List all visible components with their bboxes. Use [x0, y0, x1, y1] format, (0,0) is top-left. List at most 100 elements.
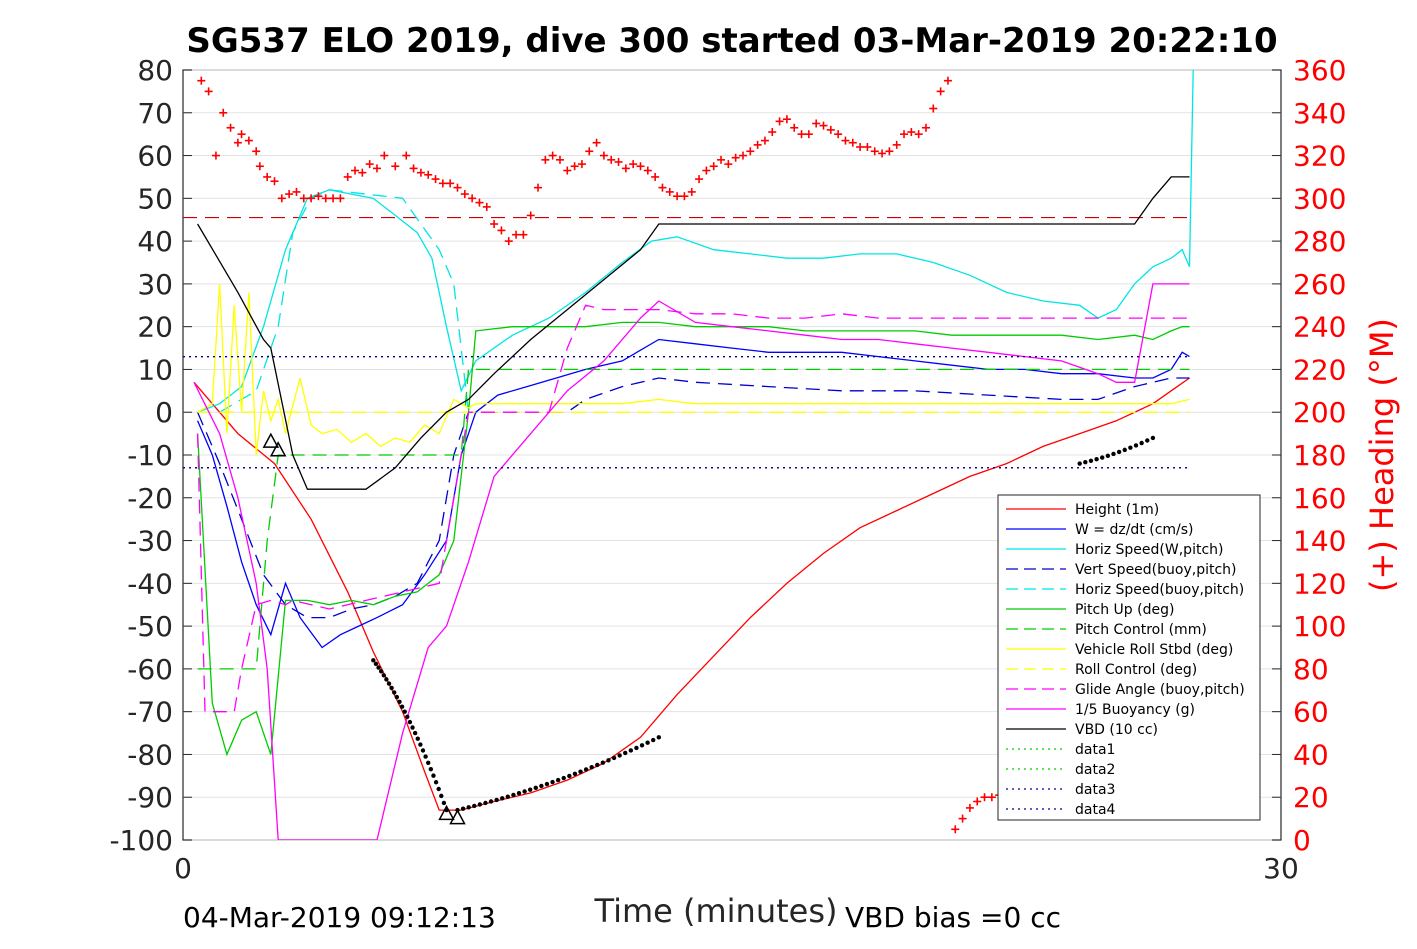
heading-plus-marker	[709, 162, 718, 171]
depth-sample-dot	[651, 737, 656, 743]
left-tick-label: 80	[137, 54, 173, 87]
legend-label: Horiz Speed(W,pitch)	[1075, 542, 1223, 558]
depth-sample-dot	[1094, 457, 1099, 462]
heading-plus-marker	[563, 166, 572, 175]
heading-plus-marker	[263, 172, 272, 181]
depth-sample-dot	[561, 775, 566, 781]
legend-item-data3: data3	[1006, 782, 1115, 798]
left-axis-ticks: 80 70 60 50 40 30 20 10 0 -10 -20 -30 -40 -50 -60 -70 -8…	[109, 54, 192, 857]
left-tick-label: 20	[137, 311, 173, 344]
heading-plus-marker	[680, 192, 689, 201]
heading-plus-marker	[585, 147, 594, 156]
right-tick-label: 100	[1293, 610, 1346, 643]
heading-plus-marker	[252, 147, 261, 156]
legend-item-data4: data4	[1006, 802, 1116, 818]
depth-sample-dot	[623, 750, 628, 756]
heading-plus-marker	[929, 104, 938, 113]
left-tick-label: -80	[127, 738, 173, 771]
heading-plus-marker	[717, 155, 726, 164]
depth-sample-dot	[589, 765, 594, 770]
heading-plus-marker	[475, 198, 484, 207]
heading-plus-marker	[468, 194, 477, 203]
depth-sample-dot	[578, 769, 583, 774]
series-pitch-control-mm	[197, 368, 1190, 670]
heading-plus-marker	[438, 179, 447, 188]
depth-sample-dot	[1122, 447, 1127, 453]
heading-plus-marker	[724, 160, 733, 169]
heading-plus-marker	[380, 151, 389, 160]
heading-plus-marker	[453, 183, 462, 192]
depth-sample-dot	[389, 685, 394, 691]
x-tick-label: 30	[1263, 852, 1299, 885]
legend-label: data2	[1075, 762, 1115, 778]
heading-plus-marker	[599, 151, 608, 160]
right-tick-label: 340	[1293, 97, 1346, 130]
series-vbd-10-cc	[197, 176, 1190, 490]
left-tick-label: -100	[109, 824, 173, 857]
legend-label: Height (1m)	[1075, 502, 1159, 518]
heading-plus-marker	[211, 151, 220, 160]
heading-plus-marker	[965, 803, 974, 812]
depth-sample-dot	[1145, 438, 1150, 443]
left-tick-label: -70	[127, 696, 173, 729]
heading-plus-marker	[629, 160, 638, 169]
right-tick-label: 180	[1293, 439, 1346, 472]
apogee-triangle-marker	[269, 441, 287, 457]
apogee-triangle-marker	[449, 809, 466, 825]
heading-plus-marker	[614, 157, 623, 166]
heading-plus-marker	[351, 166, 360, 175]
depth-sample-dot	[645, 740, 650, 745]
series-horiz-speed-w-pitch	[197, 70, 1194, 413]
legend-label: data3	[1075, 782, 1115, 798]
legend-item-horiz-speed-w-pitch: Horiz Speed(W,pitch)	[1006, 542, 1223, 558]
heading-plus-marker	[907, 128, 916, 137]
footer-timestamp: 04-Mar-2019 09:12:13	[183, 901, 496, 934]
heading-plus-marker	[534, 183, 543, 192]
depth-sample-dot	[583, 767, 589, 772]
heading-plus-marker	[738, 151, 747, 160]
left-tick-label: 40	[137, 225, 173, 258]
legend-item-height-1m: Height (1m)	[1006, 502, 1159, 518]
heading-plus-marker	[797, 130, 806, 139]
legend-item-horiz-speed-buoy-pitch: Horiz Speed(buoy,pitch)	[1006, 582, 1244, 598]
heading-plus-marker	[460, 190, 469, 199]
depth-sample-dot	[511, 792, 516, 798]
depth-sample-dot	[539, 783, 544, 789]
legend-label: VBD (10 cc)	[1075, 722, 1158, 738]
heading-plus-marker	[812, 119, 821, 128]
right-tick-label: 200	[1293, 396, 1346, 429]
depth-sample-dot	[394, 694, 400, 700]
depth-sample-dot	[639, 743, 645, 748]
legend-label: data4	[1075, 802, 1116, 818]
right-tick-label: 0	[1293, 824, 1311, 857]
heading-plus-marker	[987, 793, 996, 802]
heading-plus-marker	[307, 194, 316, 203]
right-tick-label: 40	[1293, 738, 1329, 771]
depth-sample-dot	[1139, 440, 1144, 446]
depth-sample-dot	[392, 690, 397, 695]
depth-sample-dot	[402, 709, 407, 714]
right-tick-label: 300	[1293, 182, 1346, 215]
depth-sample-dot	[420, 748, 426, 753]
heading-plus-marker	[943, 76, 952, 85]
depth-sample-dot	[431, 773, 436, 778]
heading-plus-marker	[358, 168, 367, 177]
heading-plus-marker	[804, 130, 813, 139]
left-tick-label: 0	[155, 396, 173, 429]
left-tick-label: -20	[127, 482, 173, 515]
depth-sample-dot	[555, 777, 561, 783]
depth-sample-dot	[600, 760, 606, 765]
heading-plus-marker	[951, 825, 960, 834]
heading-plus-marker	[197, 76, 206, 85]
right-tick-label: 220	[1293, 353, 1346, 386]
depth-sample-dot	[426, 760, 431, 765]
depth-sample-dot	[617, 753, 622, 758]
heading-plus-marker	[848, 138, 857, 147]
heading-plus-marker	[497, 226, 506, 235]
heading-plus-marker	[746, 147, 755, 156]
heading-plus-marker	[244, 136, 253, 145]
depth-sample-dot	[410, 725, 415, 730]
legend-label: Vert Speed(buoy,pitch)	[1075, 562, 1237, 578]
depth-sample-dot	[572, 771, 578, 777]
